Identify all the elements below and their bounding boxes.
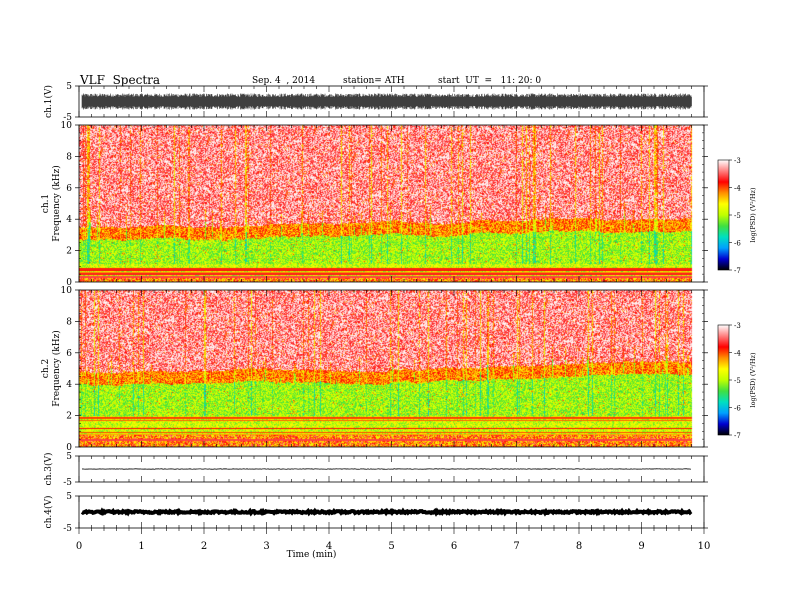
colorbar-tick-label: -5	[734, 377, 741, 385]
panel-ch3-waveform: 5 -5 ch.3(V)	[43, 452, 708, 488]
colorbar-gradient	[717, 324, 730, 436]
panel-ch1-waveform: 5 -5 ch.1(V)	[43, 82, 708, 123]
colorbar-tick-label: -5	[734, 212, 741, 220]
chart-title: VLF Spectra	[80, 73, 161, 87]
x-tick-label: 5	[388, 541, 394, 552]
x-tick-label: 6	[451, 541, 457, 552]
station-label: station= ATH	[343, 76, 405, 86]
spectrogram-image	[79, 125, 704, 282]
y-tick-label: 0	[66, 278, 72, 288]
y-axis-channel-label: ch.1	[41, 194, 51, 213]
y-tick-label: 0	[66, 443, 72, 453]
colorbar-ch1-spectrogram: -3 -4 -5 -6 -7 log(PSD) (V²/Hz)	[717, 157, 757, 275]
panel-ch4-waveform: 5 -5 ch.4(V)	[43, 492, 708, 534]
y-tick-label: 10	[61, 121, 73, 131]
y-tick-label: 10	[61, 286, 73, 296]
colorbar-gradient	[717, 159, 730, 271]
colorbar-ch2-spectrogram: -3 -4 -5 -6 -7 log(PSD) (V²/Hz)	[717, 322, 757, 440]
y-tick-label: 5	[66, 452, 72, 462]
y-tick-label: 4	[66, 215, 72, 225]
y-tick-label: 5	[66, 82, 72, 92]
colorbar-tick-label: -3	[734, 322, 741, 330]
x-tick-label: 10	[698, 541, 711, 552]
waveform-trace	[80, 507, 693, 517]
x-axis-label: Time (min)	[287, 549, 337, 560]
colorbar-tick-label: -4	[734, 350, 741, 358]
x-tick-label: 0	[76, 541, 82, 552]
y-tick-label: 8	[66, 317, 72, 327]
colorbar-tick-label: -4	[734, 185, 741, 193]
y-tick-label: 2	[66, 247, 72, 257]
waveform-trace	[81, 468, 692, 470]
y-axis-label: ch.1(V)	[43, 85, 54, 118]
y-tick-label: -5	[63, 478, 72, 488]
y-tick-label: 4	[66, 380, 72, 390]
y-axis-label: Frequency (kHz)	[51, 330, 62, 407]
x-tick-label: 9	[638, 541, 644, 552]
colorbar-tick-label: -6	[734, 240, 741, 248]
y-axis-label: ch.4(V)	[43, 496, 54, 529]
y-tick-label: -5	[63, 524, 72, 534]
x-tick-label: 1	[138, 541, 144, 552]
colorbar-tick-label: -6	[734, 405, 741, 413]
colorbar-label: log(PSD) (V²/Hz)	[749, 187, 757, 242]
y-tick-label: 2	[66, 412, 72, 422]
y-axis-label: ch.3(V)	[43, 453, 54, 486]
x-tick-label: 8	[576, 541, 582, 552]
y-axis-label: Frequency (kHz)	[51, 165, 62, 242]
y-tick-label: 5	[66, 492, 72, 502]
date-label: Sep. 4 , 2014	[252, 76, 316, 86]
y-tick-label: 6	[66, 184, 72, 194]
panel-ch1-spectrogram: ch.1 Frequency (kHz)	[41, 125, 704, 282]
y-tick-label: 8	[66, 152, 72, 162]
y-tick-label: 6	[66, 349, 72, 359]
x-tick-label: 3	[263, 541, 269, 552]
colorbar-tick-label: -7	[734, 267, 741, 275]
colorbar-label: log(PSD) (V²/Hz)	[749, 352, 757, 407]
waveform-trace	[81, 93, 692, 110]
x-tick-label: 2	[201, 541, 207, 552]
y-tick-label: -5	[63, 113, 72, 123]
x-tick-label: 7	[513, 541, 519, 552]
colorbar-tick-label: -7	[734, 432, 741, 440]
panel-ch2-spectrogram: ch.2 Frequency (kHz)	[41, 290, 704, 447]
y-axis-channel-label: ch.2	[41, 359, 51, 378]
x-tick-label: 4	[326, 541, 332, 552]
spectrogram-image	[79, 290, 704, 447]
start-time-label: start UT = 11: 20: 0	[438, 76, 542, 86]
colorbar-tick-label: -3	[734, 157, 741, 165]
